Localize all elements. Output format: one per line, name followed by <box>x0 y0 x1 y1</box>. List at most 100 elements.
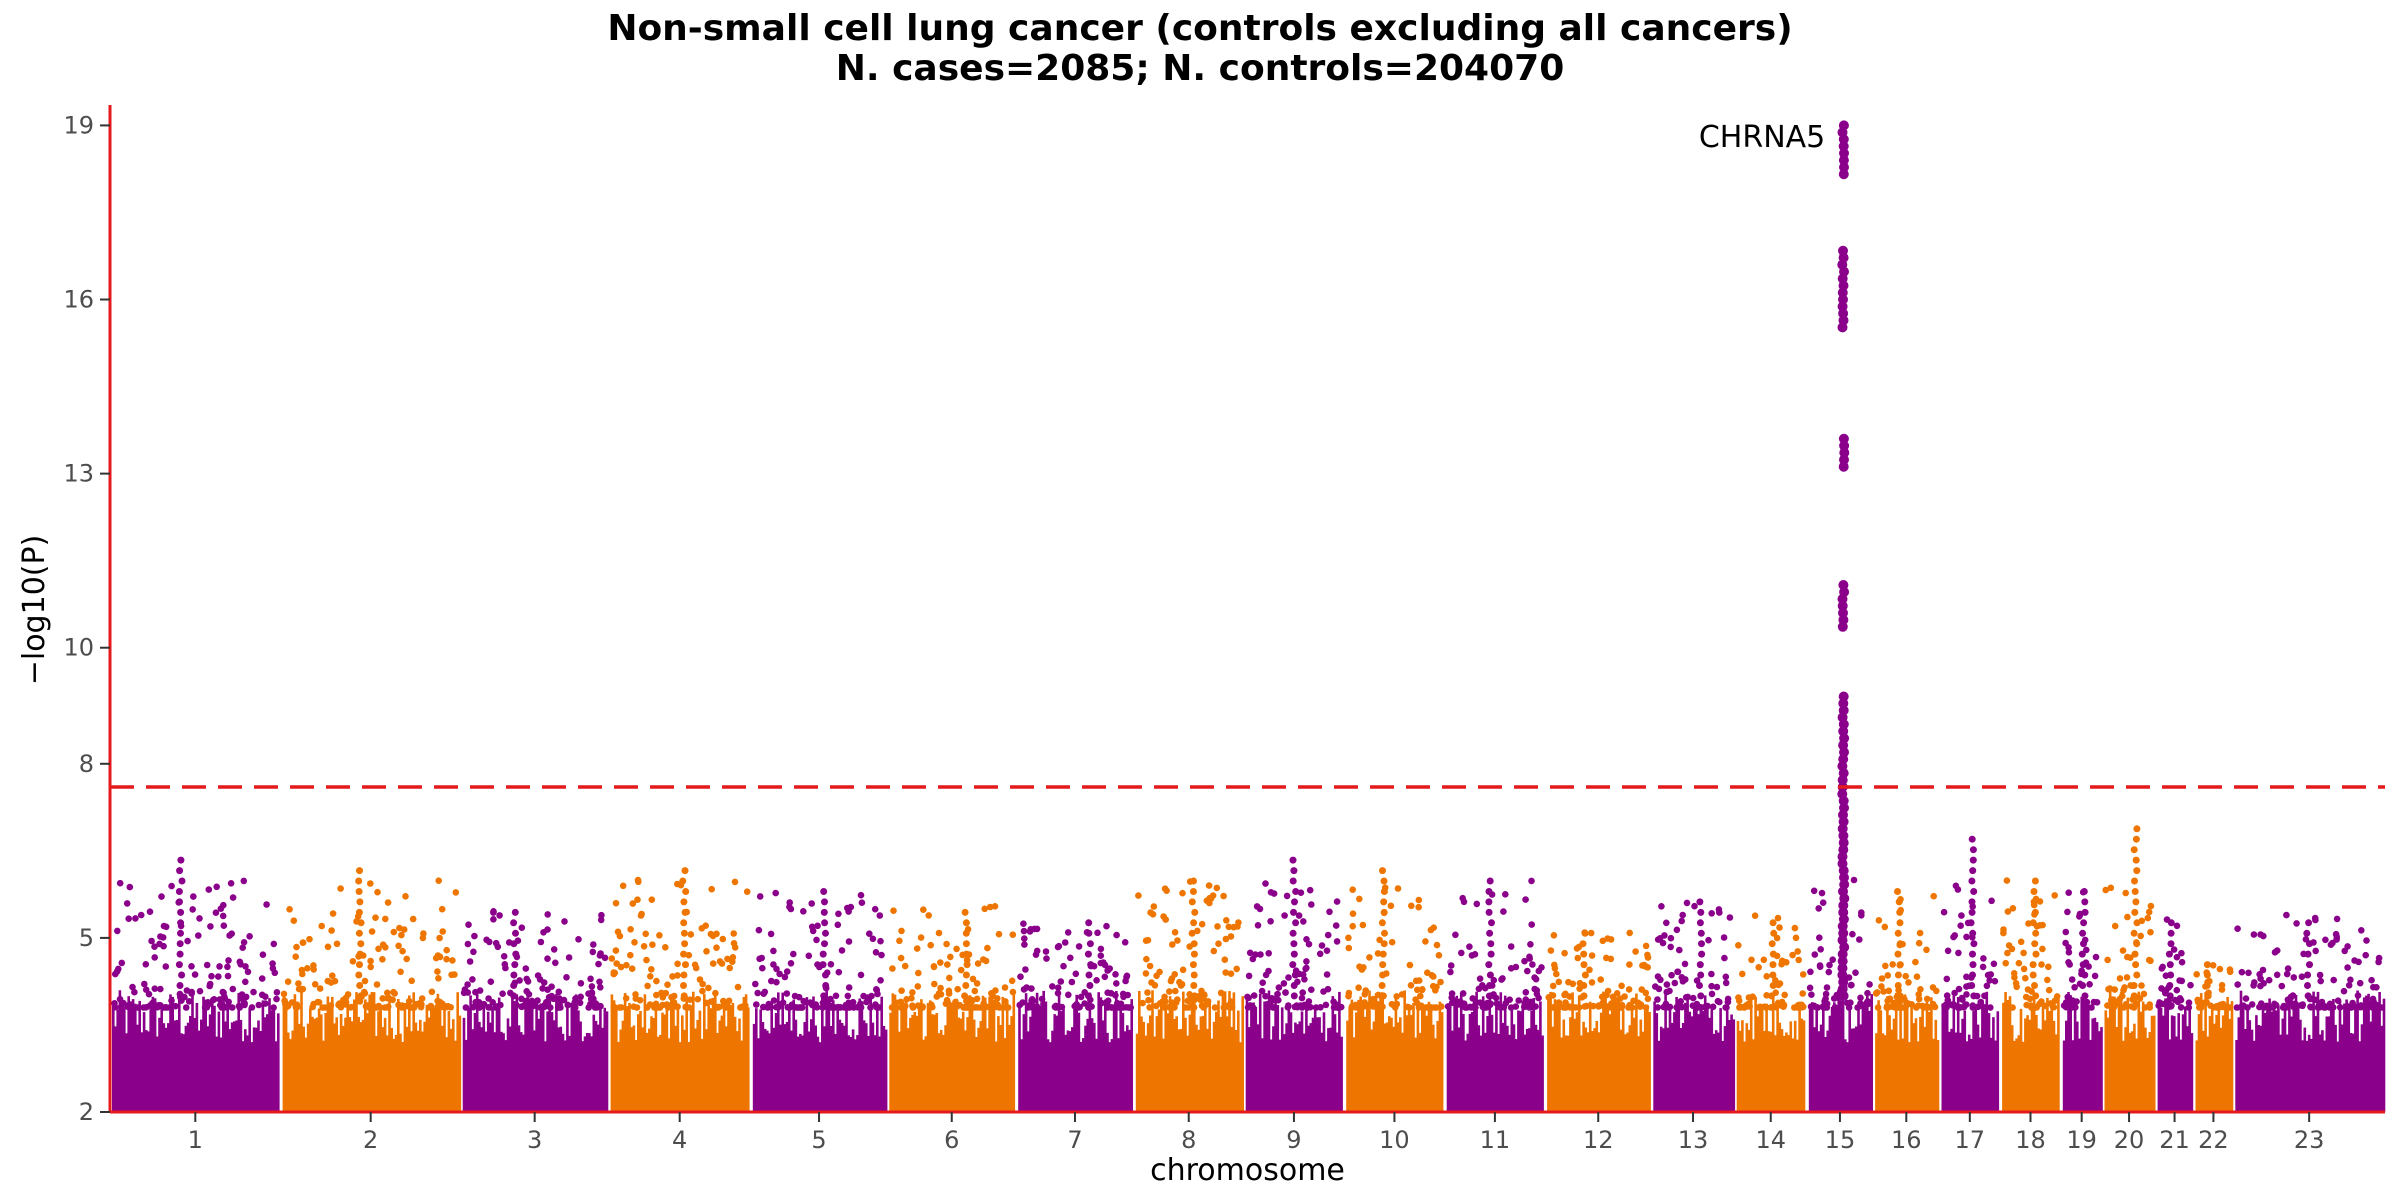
point-band <box>441 1025 444 1112</box>
point <box>1418 1003 1425 1010</box>
point <box>1020 927 1028 935</box>
point <box>776 1001 783 1008</box>
point <box>1412 977 1420 985</box>
point-band <box>1195 1024 1198 1112</box>
chromosome-21-points <box>2155 916 2194 1112</box>
point <box>1259 979 1266 986</box>
point-band <box>195 1003 199 1112</box>
point <box>680 971 688 979</box>
point <box>290 917 298 924</box>
point <box>379 995 387 1002</box>
point-band <box>2301 1040 2304 1112</box>
point-band <box>2190 1033 2194 1112</box>
point <box>1487 992 1495 1000</box>
point <box>1807 968 1814 976</box>
point-band <box>637 1014 640 1112</box>
point-band <box>2135 1038 2138 1112</box>
point <box>1986 977 1993 984</box>
point-band <box>2285 1034 2289 1112</box>
point <box>1858 909 1865 916</box>
point-band <box>1484 1032 1487 1112</box>
point <box>2079 961 2087 969</box>
point <box>1769 950 1777 958</box>
point <box>1775 981 1782 989</box>
point <box>1838 245 1848 256</box>
point <box>813 936 820 944</box>
point <box>632 995 640 1002</box>
point <box>2132 856 2140 864</box>
point-band <box>2091 1018 2094 1112</box>
point <box>1979 1003 1986 1010</box>
point <box>1324 931 1332 939</box>
point <box>937 984 944 992</box>
point <box>1345 934 1352 942</box>
point-band <box>1512 1024 1516 1112</box>
point <box>662 944 669 951</box>
point-band <box>397 999 400 1112</box>
x-tick-label: 16 <box>1891 1126 1922 1154</box>
point <box>598 911 605 919</box>
point <box>1267 889 1275 896</box>
point-band <box>337 1034 341 1112</box>
point <box>1435 952 1443 959</box>
point <box>628 965 636 972</box>
point-band <box>838 1019 842 1112</box>
point <box>945 990 953 997</box>
point <box>2146 1004 2153 1011</box>
point <box>1792 934 1800 942</box>
point-band <box>259 1031 262 1112</box>
point-band <box>1506 1025 1509 1112</box>
point <box>1304 1004 1311 1011</box>
point-band <box>1164 1005 1167 1112</box>
point <box>927 941 934 949</box>
point <box>2119 947 2127 954</box>
point <box>1356 895 1363 903</box>
point <box>2355 958 2362 966</box>
point <box>1112 992 1119 999</box>
point <box>1471 951 1479 958</box>
point-band <box>917 1004 921 1112</box>
point <box>561 918 568 925</box>
point <box>1188 929 1196 937</box>
point <box>768 977 775 985</box>
point <box>1387 902 1395 910</box>
point <box>1455 1001 1463 1008</box>
point <box>1221 956 1229 963</box>
point-band <box>1830 1007 1834 1112</box>
point-band <box>475 991 479 1112</box>
point-band <box>703 994 706 1112</box>
point <box>1967 919 1975 927</box>
point-band <box>226 1005 229 1112</box>
point <box>1265 950 1272 957</box>
point <box>2218 986 2226 993</box>
point <box>1473 900 1481 908</box>
point <box>1414 986 1421 994</box>
point-band <box>2017 1035 2021 1112</box>
point-band <box>381 1027 385 1112</box>
point-band <box>1108 1042 1111 1112</box>
point-band <box>1066 1030 1070 1112</box>
point <box>1171 1004 1178 1011</box>
point <box>1299 989 1306 996</box>
point-band <box>2037 1028 2040 1112</box>
point-band <box>615 1009 618 1112</box>
point <box>1105 1003 1112 1010</box>
point <box>1487 950 1495 958</box>
point <box>258 975 266 982</box>
point <box>1275 984 1283 991</box>
point <box>935 929 943 937</box>
point-band <box>1675 997 1678 1112</box>
point-band <box>1782 1035 1786 1112</box>
point <box>284 978 292 985</box>
point <box>1987 971 1995 978</box>
point <box>1004 1004 1012 1011</box>
point <box>2330 1004 2337 1011</box>
point <box>597 984 604 991</box>
point <box>1864 998 1871 1005</box>
point-band <box>1256 1024 1260 1112</box>
point <box>2141 1004 2149 1011</box>
point-band <box>204 999 207 1112</box>
point-band <box>1617 998 1621 1112</box>
point <box>2156 1000 2164 1008</box>
point-band <box>2195 1040 2199 1112</box>
